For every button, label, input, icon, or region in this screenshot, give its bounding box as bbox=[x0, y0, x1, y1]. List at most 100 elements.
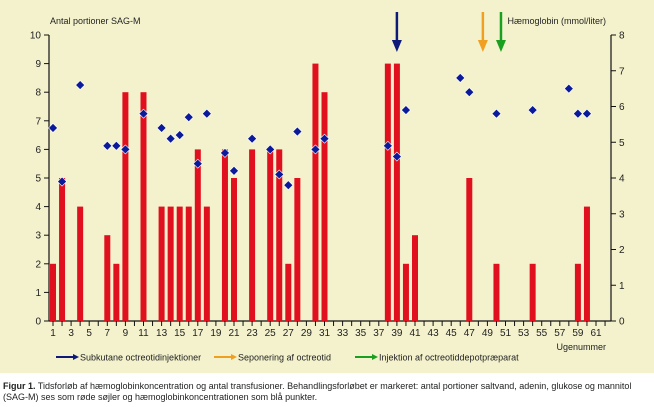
right-tick-label: 8 bbox=[619, 31, 625, 42]
bar bbox=[59, 178, 66, 321]
bar bbox=[466, 178, 473, 321]
x-tick-label: 5 bbox=[86, 328, 92, 339]
x-tick-label: 11 bbox=[138, 328, 149, 339]
bar bbox=[231, 178, 237, 321]
x-tick-label: 37 bbox=[373, 328, 385, 339]
left-tick-label: 0 bbox=[35, 317, 41, 328]
hemoglobin-point bbox=[183, 112, 194, 123]
bar bbox=[583, 206, 590, 321]
treatment-arrow-head bbox=[391, 40, 402, 52]
bar bbox=[113, 263, 120, 321]
bar bbox=[276, 149, 283, 321]
hemoglobin-point bbox=[102, 140, 113, 151]
hemoglobin-point bbox=[192, 158, 203, 169]
bar bbox=[104, 235, 111, 321]
x-tick-label: 17 bbox=[192, 328, 204, 339]
bar bbox=[221, 149, 228, 321]
x-tick-label: 13 bbox=[156, 328, 168, 339]
bar bbox=[493, 263, 500, 321]
left-axis-label: Antal portioner SAG-M bbox=[50, 16, 141, 26]
right-tick-label: 2 bbox=[619, 245, 625, 256]
left-tick-label: 7 bbox=[35, 116, 41, 127]
chart: Antal portioner SAG-M Hæmoglobin (mmol/l… bbox=[0, 0, 654, 373]
legend-label: Subkutane octreotidinjektioner bbox=[80, 353, 201, 363]
bar bbox=[294, 178, 301, 321]
hemoglobin-point bbox=[274, 169, 285, 180]
hemoglobin-point bbox=[75, 80, 86, 90]
bar bbox=[321, 92, 328, 321]
caption-label: Figur 1. bbox=[3, 381, 36, 391]
bar bbox=[140, 92, 147, 321]
bar bbox=[176, 206, 183, 321]
bar bbox=[412, 235, 418, 321]
bar bbox=[312, 63, 319, 321]
chart-svg: Antal portioner SAG-M Hæmoglobin (mmol/l… bbox=[30, 12, 625, 363]
bar bbox=[393, 63, 400, 321]
left-tick-label: 2 bbox=[35, 259, 41, 270]
right-tick-label: 4 bbox=[619, 174, 625, 185]
x-tick-label: 3 bbox=[68, 328, 74, 339]
treatment-arrow-head bbox=[495, 40, 506, 52]
hemoglobin-point bbox=[464, 87, 475, 98]
hemoglobin-point bbox=[247, 133, 258, 144]
hemoglobin-point bbox=[401, 105, 411, 115]
hemoglobin-point bbox=[156, 123, 167, 133]
right-tick-label: 6 bbox=[619, 102, 625, 113]
left-tick-label: 10 bbox=[30, 31, 42, 42]
x-tick-label: 45 bbox=[446, 328, 458, 339]
hemoglobin-point bbox=[563, 83, 574, 94]
hemoglobin-point bbox=[310, 144, 321, 155]
x-tick-label: 61 bbox=[590, 328, 602, 339]
hemoglobin-point bbox=[111, 140, 122, 151]
hemoglobin-point bbox=[382, 140, 393, 151]
x-tick-label: 43 bbox=[428, 328, 440, 339]
hemoglobin-point bbox=[319, 133, 330, 144]
left-tick-label: 9 bbox=[35, 59, 41, 70]
hemoglobin-point bbox=[48, 123, 58, 133]
bar bbox=[185, 206, 192, 321]
left-tick-label: 1 bbox=[35, 288, 41, 299]
right-tick-label: 5 bbox=[619, 138, 625, 149]
x-tick-label: 33 bbox=[337, 328, 349, 339]
hemoglobin-point bbox=[582, 108, 592, 119]
x-tick-label: 53 bbox=[518, 328, 530, 339]
x-tick-label: 59 bbox=[572, 328, 584, 339]
x-tick-label: 51 bbox=[500, 328, 512, 339]
bar bbox=[529, 263, 536, 321]
bar bbox=[77, 206, 84, 321]
bar bbox=[50, 263, 56, 321]
bar bbox=[203, 206, 210, 321]
left-tick-label: 4 bbox=[35, 202, 41, 213]
x-tick-label: 19 bbox=[210, 328, 222, 339]
bar bbox=[158, 206, 165, 321]
hemoglobin-point bbox=[220, 148, 230, 158]
bar bbox=[167, 206, 174, 321]
legend-arrow-head bbox=[73, 354, 79, 360]
left-tick-label: 3 bbox=[35, 231, 41, 242]
x-tick-label: 41 bbox=[409, 328, 421, 339]
x-tick-label: 49 bbox=[482, 328, 494, 339]
hemoglobin-point bbox=[265, 144, 276, 155]
x-tick-label: 31 bbox=[319, 328, 331, 339]
x-tick-label: 39 bbox=[391, 328, 403, 339]
bar bbox=[122, 92, 129, 321]
figure-caption: Figur 1. Tidsforløb af hæmoglobinkoncent… bbox=[3, 381, 651, 403]
bar bbox=[574, 263, 581, 321]
x-axis-label: Ugenummer bbox=[556, 342, 606, 352]
x-tick-label: 15 bbox=[174, 328, 186, 339]
bar bbox=[384, 63, 391, 321]
hemoglobin-point bbox=[165, 133, 176, 144]
left-tick-label: 8 bbox=[35, 88, 41, 99]
right-axis-label: Hæmoglobin (mmol/liter) bbox=[507, 16, 606, 26]
x-tick-label: 9 bbox=[123, 328, 129, 339]
x-tick-label: 21 bbox=[228, 328, 240, 339]
hemoglobin-point bbox=[57, 176, 67, 187]
legend-label: Injektion af octreotiddepotpræparat bbox=[379, 353, 519, 363]
bar bbox=[267, 149, 274, 321]
legend-label: Seponering af octreotid bbox=[238, 353, 331, 363]
bar bbox=[194, 149, 201, 321]
bar bbox=[285, 263, 292, 321]
hemoglobin-point bbox=[391, 151, 402, 162]
hemoglobin-point bbox=[572, 108, 583, 119]
hemoglobin-point bbox=[120, 144, 131, 155]
